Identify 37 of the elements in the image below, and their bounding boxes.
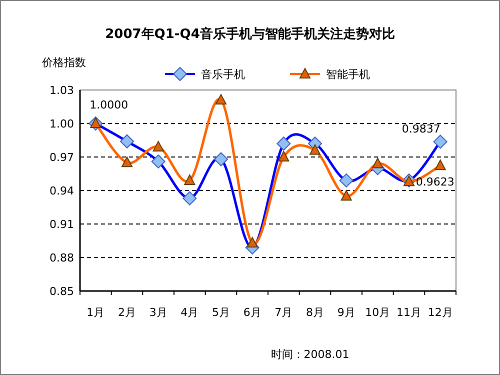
x-tick-label: 5月	[212, 306, 230, 319]
y-tick-label: 1.03	[50, 84, 74, 97]
y-tick-label: 1.00	[50, 118, 74, 130]
data-label: 1.0000	[90, 98, 128, 112]
x-tick-label: 10月	[365, 306, 390, 319]
x-tick-label: 9月	[337, 306, 356, 319]
point	[122, 156, 132, 168]
x-tick-label: 3月	[149, 306, 168, 319]
point	[152, 140, 164, 152]
point	[310, 144, 320, 155]
legend-label: 音乐手机	[201, 68, 245, 81]
chart-title: 2007年Q1-Q4音乐手机与智能手机关注走势对比	[105, 26, 395, 42]
data-label: 0.9623	[416, 176, 454, 189]
x-tick-label: 7月	[274, 306, 293, 319]
y-tick-label: 0.88	[50, 252, 74, 264]
point	[372, 158, 384, 168]
x-tick-label: 2月	[118, 306, 136, 319]
y-tick-label: 0.91	[50, 218, 74, 231]
y-tick-label: 0.94	[50, 184, 74, 198]
y-tick-label: 0.85	[50, 285, 74, 298]
x-tick-label: 12月	[428, 306, 453, 319]
y-axis-title: 价格指数	[41, 56, 86, 69]
x-tick-label: 11月	[396, 306, 422, 319]
x-tick-label: 6月	[243, 306, 262, 319]
point	[340, 190, 352, 201]
point	[184, 174, 196, 185]
point	[434, 160, 446, 170]
point	[278, 151, 290, 162]
x-tick-label: 1月	[86, 306, 105, 319]
x-tick-label: 4月	[180, 306, 199, 319]
point	[246, 236, 258, 248]
legend-label: 智能手机	[326, 68, 370, 81]
y-tick-label: 0.97	[50, 151, 74, 164]
point	[216, 94, 226, 105]
data-label: 0.9837	[402, 122, 440, 136]
x-tick-label: 8月	[306, 306, 324, 319]
text: 时间：2008.01	[270, 348, 350, 361]
